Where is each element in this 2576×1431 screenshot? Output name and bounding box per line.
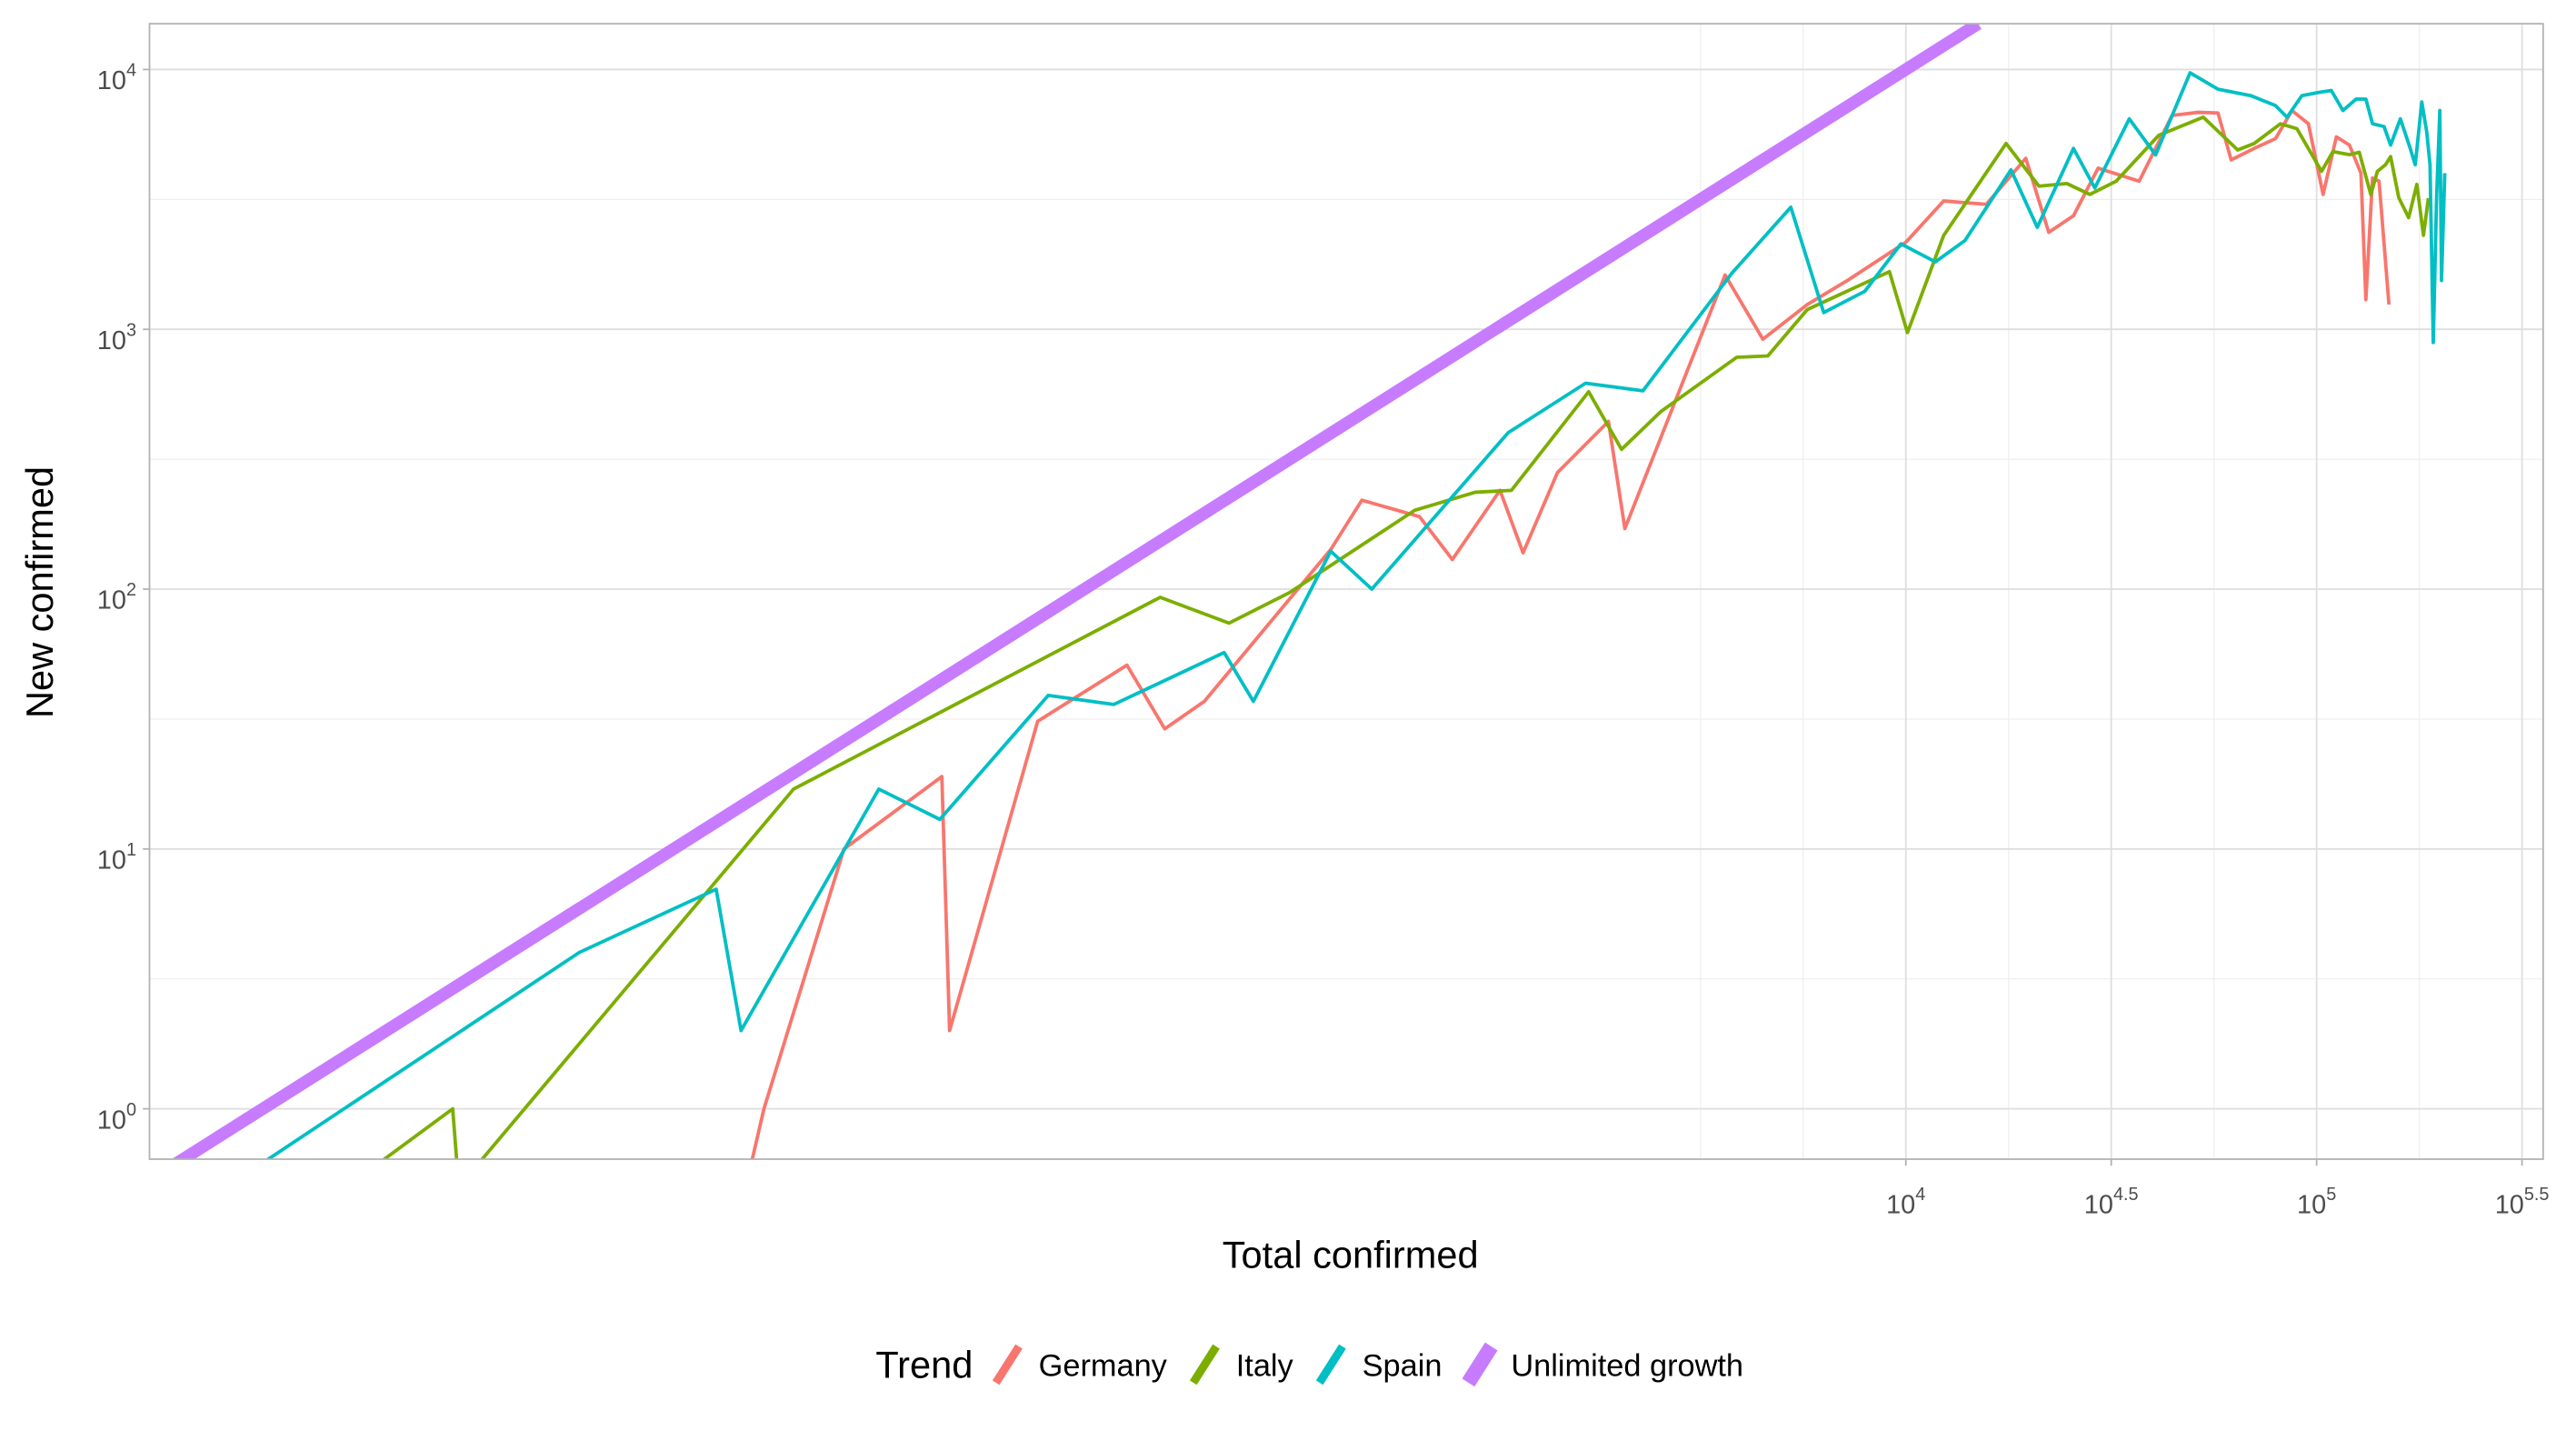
- tick-label-base: 10: [97, 326, 126, 355]
- tick-label: 101: [97, 840, 136, 875]
- legend-key: [1462, 1342, 1498, 1387]
- tick-label: 104: [1886, 1185, 1925, 1219]
- tick-label: 100: [97, 1100, 136, 1135]
- tick-label-base: 10: [2297, 1191, 2326, 1220]
- tick-label-exponent: 5.5: [2524, 1185, 2550, 1205]
- tick-label-base: 10: [97, 1106, 126, 1135]
- tick-label-base: 10: [2084, 1191, 2113, 1220]
- tick-label-exponent: 4: [1915, 1185, 1925, 1205]
- tick-label-exponent: 0: [126, 1100, 136, 1120]
- legend-label: Unlimited growth: [1511, 1349, 1743, 1384]
- tick-label-base: 10: [97, 586, 126, 615]
- tick-label-exponent: 4.5: [2113, 1185, 2139, 1205]
- tick-label: 104.5: [2084, 1185, 2139, 1219]
- legend: Trend Germany Italy Spain Unlimited growth: [875, 1342, 1743, 1387]
- tick-label-base: 10: [1886, 1191, 1915, 1220]
- tick-label-base: 10: [97, 66, 126, 95]
- tick-label-base: 10: [2495, 1191, 2524, 1220]
- legend-title: Trend: [875, 1343, 973, 1386]
- legend-label: Spain: [1363, 1349, 1443, 1384]
- grid: [149, 24, 2543, 1159]
- legend-key: [992, 1344, 1023, 1386]
- tick-label: 102: [97, 580, 136, 615]
- tick-label-exponent: 5: [2326, 1185, 2336, 1205]
- legend-label: Germany: [1039, 1349, 1168, 1384]
- tick-label-exponent: 1: [126, 840, 136, 860]
- tick-label-exponent: 3: [126, 320, 136, 340]
- tick-label: 104: [97, 61, 136, 95]
- legend-key: [1189, 1344, 1220, 1386]
- x-axis-title: Total confirmed: [1223, 1233, 1479, 1276]
- series-line: [381, 115, 2431, 1159]
- series-line: [265, 71, 2447, 1159]
- y-axis-title: New confirmed: [18, 466, 61, 718]
- legend-key: [1315, 1344, 1346, 1386]
- tick-label-base: 10: [97, 846, 126, 875]
- tick-label: 105.5: [2495, 1185, 2550, 1219]
- panel-border: [148, 23, 2544, 1160]
- tick-label-exponent: 2: [126, 580, 136, 600]
- legend-label: Italy: [1236, 1349, 1294, 1384]
- plot-area: [171, 24, 2447, 1159]
- tick-label: 103: [97, 320, 136, 355]
- tick-label: 105: [2297, 1185, 2336, 1219]
- tick-label-exponent: 4: [126, 61, 136, 81]
- series-line: [171, 24, 1982, 1159]
